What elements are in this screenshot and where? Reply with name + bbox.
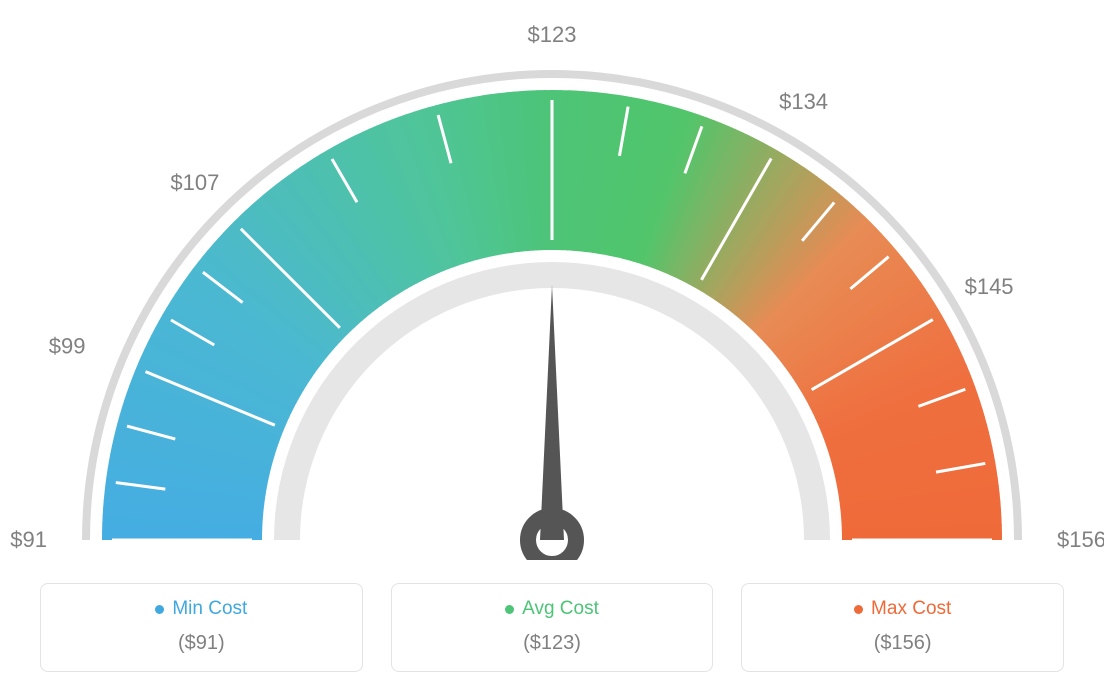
legend-title-min: Min Cost	[155, 598, 247, 620]
legend-label-avg: Avg Cost	[522, 598, 599, 620]
legend-label-max: Max Cost	[871, 598, 951, 620]
needle	[540, 285, 564, 540]
legend-value-min: ($91)	[41, 632, 362, 655]
legend-title-avg: Avg Cost	[505, 598, 599, 620]
tick-label: $107	[170, 170, 219, 195]
tick-label: $134	[779, 89, 828, 114]
legend-dot-avg	[505, 605, 514, 614]
legend-value-max: ($156)	[742, 632, 1063, 655]
tick-label: $145	[965, 274, 1014, 299]
legend-title-max: Max Cost	[854, 598, 951, 620]
legend-dot-max	[854, 605, 863, 614]
legend-card-max: Max Cost ($156)	[741, 583, 1064, 672]
tick-label: $99	[49, 334, 86, 359]
legend-label-min: Min Cost	[172, 598, 247, 620]
legend-card-avg: Avg Cost ($123)	[391, 583, 714, 672]
cost-gauge-widget: $91 $99 $107 $123 $134 $145 $156 Min Cost ($91…	[0, 0, 1104, 690]
tick-label: $156	[1057, 527, 1104, 552]
legend-dot-min	[155, 605, 164, 614]
legend-row: Min Cost ($91) Avg Cost ($123) Max Cost …	[40, 583, 1064, 672]
tick-label: $123	[528, 22, 577, 47]
legend-value-avg: ($123)	[392, 632, 713, 655]
gauge-svg: $91 $99 $107 $123 $134 $145 $156	[0, 0, 1104, 560]
tick-label: $91	[10, 527, 47, 552]
legend-card-min: Min Cost ($91)	[40, 583, 363, 672]
gauge-area: $91 $99 $107 $123 $134 $145 $156	[0, 0, 1104, 560]
